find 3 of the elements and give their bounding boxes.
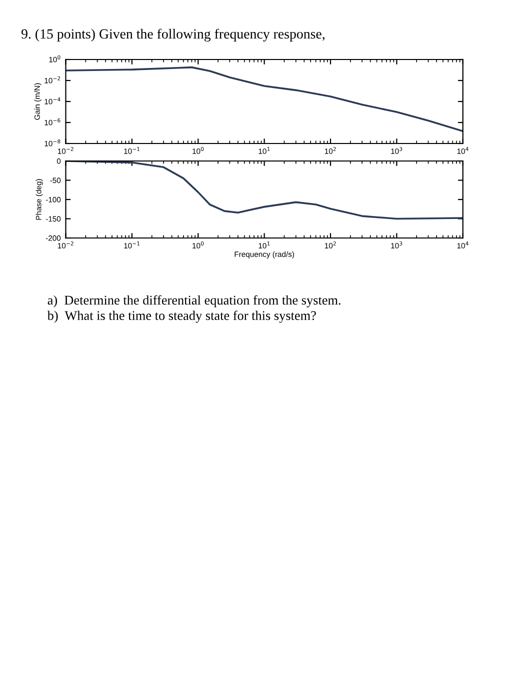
text: b) What is the time to steady state for this system? (47, 310, 316, 323)
text: a) Determine the differential equation from the system. (48, 295, 340, 308)
chart-title: 9. (15 points) Given the following frequency response, (21, 28, 324, 42)
